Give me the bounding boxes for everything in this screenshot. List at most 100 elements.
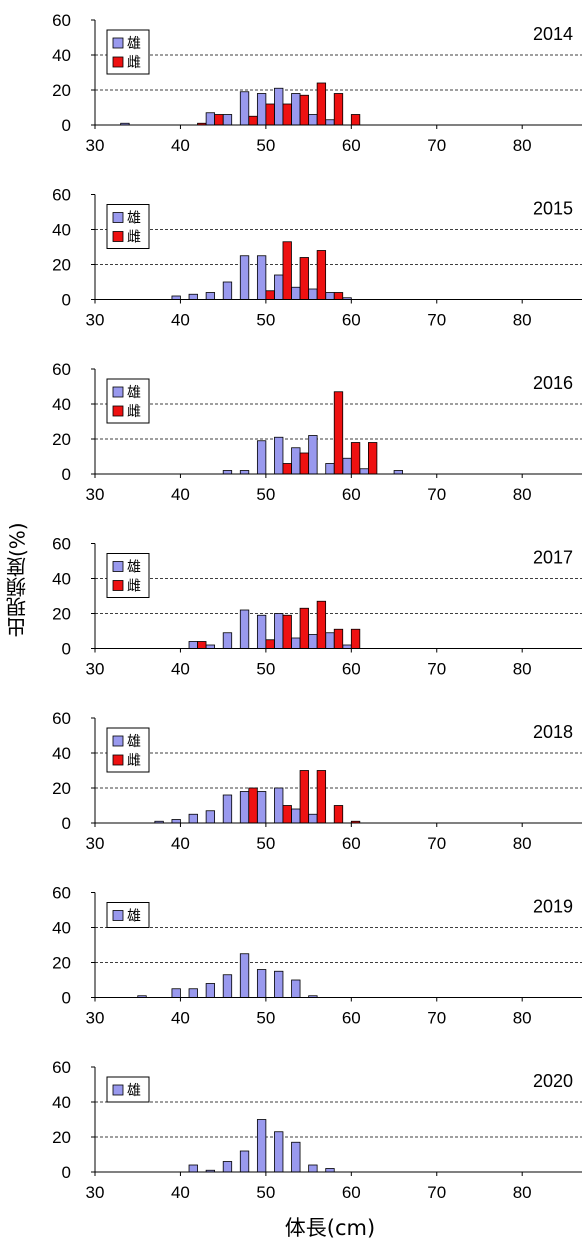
chart-panel-2014: 0 20 40 60 30 40 50 60 70 80 2014 雄雌 [52,11,582,155]
male-bar [291,808,301,824]
male-bar [308,813,318,824]
female-bar [350,628,361,649]
male-bar [222,470,233,475]
legend: 雄 [106,1076,150,1103]
female-bar [333,391,344,475]
male-bar [325,632,335,649]
x-tick-label: 60 [342,311,361,330]
y-tick-label: 20 [52,1128,71,1147]
male-bar [256,969,267,998]
male-bar [222,114,233,126]
chart-panel-2020: 0 20 40 60 30 40 50 60 70 80 2020 雄 [52,1058,582,1202]
male-bar [222,281,233,300]
female-legend-label: 雌 [127,578,141,594]
male-bar [393,470,403,475]
male-bar [205,983,216,998]
male-bar [171,988,181,998]
y-tick-label: 40 [52,395,71,414]
male-bar [291,979,301,998]
female-bar [368,442,378,475]
female-legend-label: 雌 [127,229,141,245]
male-bar [325,463,335,475]
female-bar [265,639,275,649]
y-tick-label: 40 [52,221,71,240]
male-bar [274,274,284,300]
panel-year-title: 2015 [533,199,573,219]
chart-panel-2017: 0 20 40 60 30 40 50 60 70 80 2017 雄雌 [52,535,582,679]
female-bar [282,805,292,824]
x-tick-label: 80 [513,311,532,330]
y-tick-label: 60 [52,709,71,728]
female-bar [282,241,292,300]
male-bar [239,791,250,824]
y-tick-label: 0 [62,640,71,659]
male-bar [274,1131,284,1173]
chart-panel-2015: 0 20 40 60 30 40 50 60 70 80 2015 雄雌 [52,186,582,330]
x-tick-label: 70 [427,311,446,330]
male-bar [256,93,267,126]
male-bar [308,1164,318,1173]
x-tick-label: 50 [256,834,275,853]
x-tick-label: 50 [256,1183,275,1202]
y-tick-label: 20 [52,81,71,100]
legend: 雄 [106,902,150,928]
y-tick-label: 20 [52,430,71,449]
x-tick-label: 30 [86,485,105,504]
female-bar [214,114,224,126]
x-tick-label: 50 [256,660,275,679]
male-legend-label: 雄 [127,210,141,226]
male-bar [205,810,216,824]
x-tick-label: 60 [342,834,361,853]
male-bar [239,1150,250,1173]
male-bar [188,641,198,649]
x-tick-label: 80 [513,136,532,155]
male-legend-label: 雄 [127,908,141,924]
x-tick-label: 50 [256,485,275,504]
x-tick-label: 60 [342,485,361,504]
female-bar [316,600,327,649]
y-tick-label: 60 [52,1058,71,1077]
female-bar [316,82,327,126]
female-legend-swatch [112,754,124,766]
panel-year-title: 2020 [533,1071,573,1091]
x-tick-label: 50 [256,311,275,330]
y-tick-label: 0 [62,291,71,310]
male-bar [222,974,233,998]
x-axis-label: 体長(cm) [284,1216,376,1240]
x-tick-label: 80 [513,834,532,853]
male-bar [308,288,318,300]
female-bar [333,628,344,649]
male-bar [291,447,301,475]
x-tick-label: 40 [171,485,190,504]
x-tick-label: 40 [171,1009,190,1028]
legend: 雄雌 [106,204,150,249]
y-tick-label: 60 [52,11,71,30]
female-legend-swatch [112,580,124,591]
male-bar [359,468,369,475]
male-bar [171,295,181,300]
female-bar [197,641,207,649]
panel-year-title: 2017 [533,548,573,568]
male-bar [239,91,250,126]
female-bar [282,463,292,475]
female-bar [299,770,309,824]
male-bar [308,435,318,475]
female-bar [248,115,258,126]
female-bar [333,805,344,824]
female-bar [248,787,258,824]
female-legend-label: 雌 [127,752,141,768]
panel-year-title: 2014 [533,24,573,44]
chart-panel-2019: 0 20 40 60 30 40 50 60 70 80 2019 雄 [52,884,582,1028]
x-tick-label: 40 [171,1183,190,1202]
x-tick-label: 70 [427,1009,446,1028]
female-bar [299,94,309,126]
x-tick-label: 30 [86,136,105,155]
male-bar [274,87,284,126]
x-tick-label: 80 [513,660,532,679]
y-tick-label: 40 [52,919,71,938]
x-tick-label: 60 [342,1009,361,1028]
x-tick-label: 60 [342,1183,361,1202]
y-tick-label: 0 [62,989,71,1008]
panel-year-title: 2016 [533,373,573,393]
